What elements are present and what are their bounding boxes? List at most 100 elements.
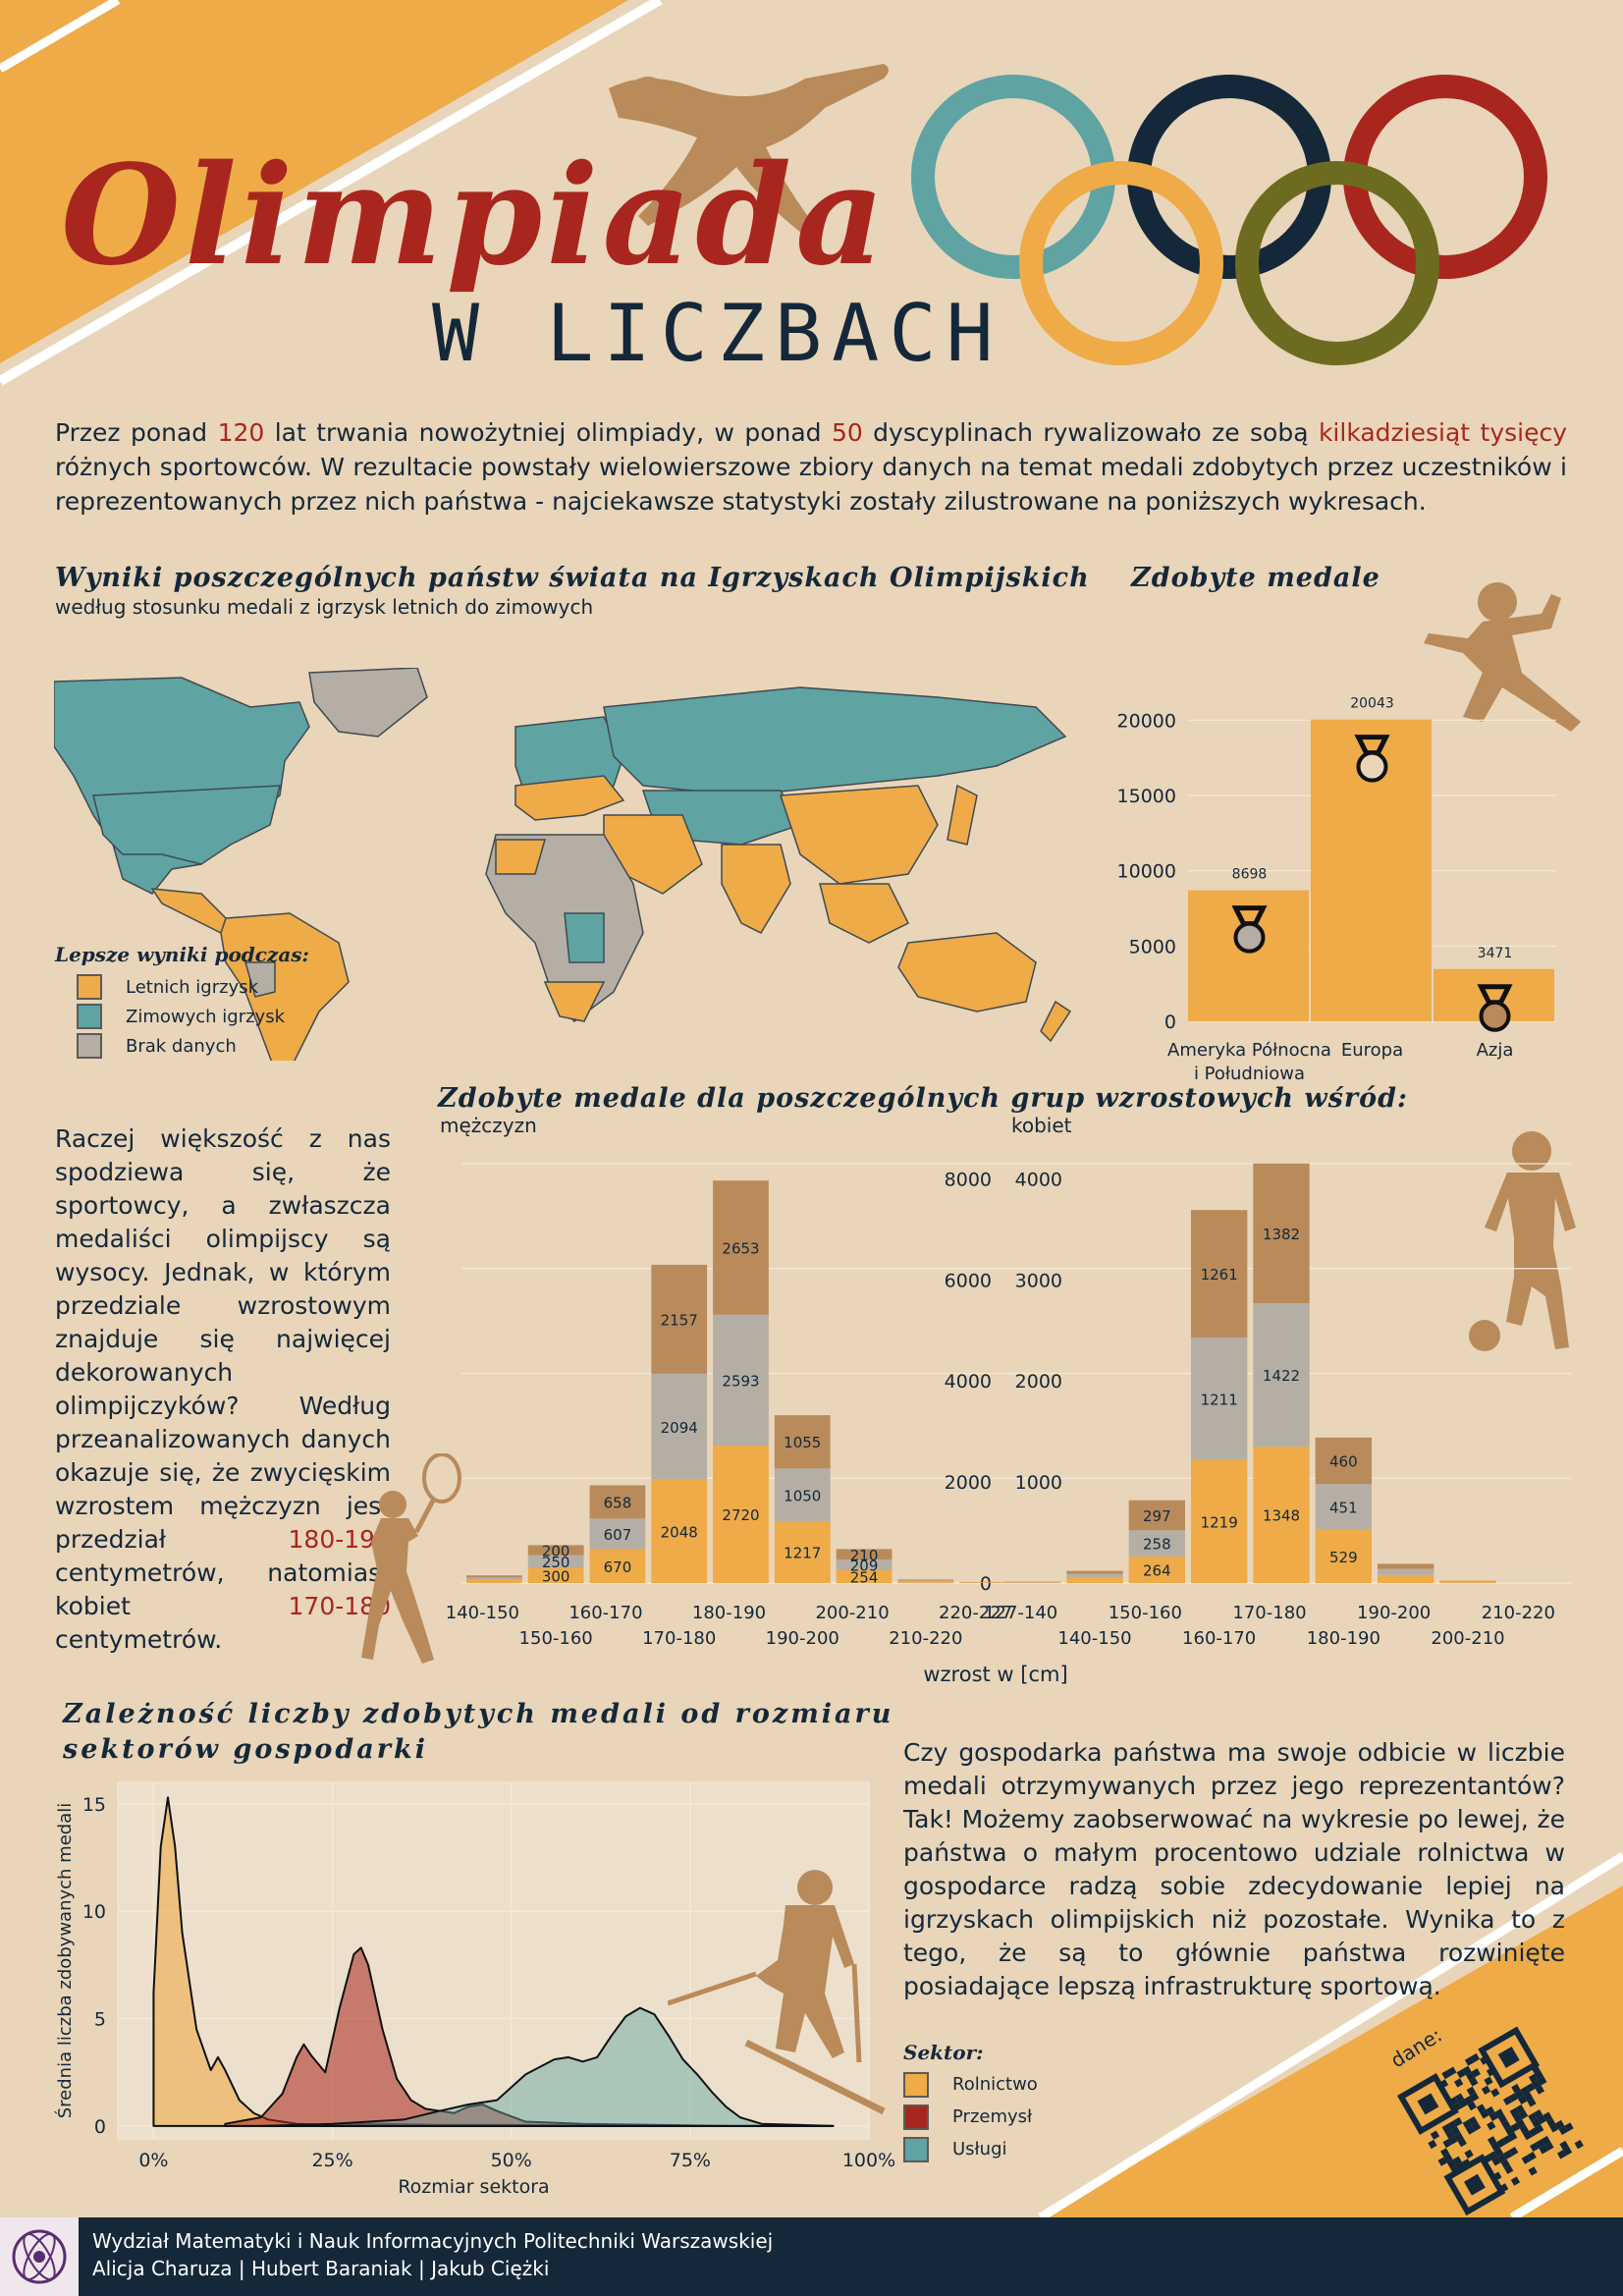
heights-bar-segment <box>1439 1581 1496 1582</box>
heights-segment-label: 1219 <box>1201 1513 1238 1531</box>
map-south-africa <box>543 981 606 1022</box>
skier-silhouette-icon <box>668 1870 886 2115</box>
sector-ytick: 5 <box>94 2009 106 2031</box>
qr-module <box>1464 2095 1474 2105</box>
heights-bar-segment <box>1066 1573 1123 1578</box>
heights-segment-label: 1422 <box>1263 1367 1300 1385</box>
map-greenland <box>308 668 428 738</box>
sector-xlabel: Rozmiar sektora <box>398 2176 549 2198</box>
qr-module <box>1518 2095 1528 2105</box>
map-australia <box>897 932 1037 1012</box>
map-legend: Lepsze wyniki podczas: Letnich igrzysk Z… <box>55 943 369 1061</box>
qr-module <box>1535 2139 1545 2149</box>
qr-module <box>1514 2089 1524 2100</box>
qr-module <box>1556 2150 1567 2159</box>
heights-title: Zdobyte medale dla poszczególnych grup w… <box>438 1083 1408 1114</box>
top-stripe-2 <box>0 0 663 386</box>
qr-module <box>1528 2166 1538 2176</box>
qr-module <box>1558 2125 1568 2136</box>
heights-bar-segment <box>1439 1580 1496 1582</box>
heights-bar-segment <box>897 1581 954 1583</box>
qr-finder-center <box>1464 2173 1486 2196</box>
heights-bar-segment <box>774 1415 831 1469</box>
medals-bar-chart: 0 5000 10000 15000 20000 8698 Ameryka Północna… <box>1117 696 1556 1084</box>
medals-value-label: 8698 <box>1232 867 1268 883</box>
qr-module <box>1538 2076 1547 2086</box>
heights-bar-segment <box>589 1549 646 1583</box>
qr-module <box>1447 2066 1457 2076</box>
heights-ytick: 6000 <box>945 1270 992 1291</box>
qr-module <box>1519 2125 1530 2135</box>
qr-module <box>1428 2139 1437 2150</box>
medals-category-label: i Południowa <box>1194 1064 1305 1084</box>
qr-module <box>1544 2141 1554 2152</box>
map-legend-title: Lepsze wyniki podczas: <box>55 943 309 966</box>
sector-title-line-2: sektorów gospodarki <box>63 1734 428 1765</box>
intro-paragraph: Przez ponad 120 lat trwania nowożytniej … <box>55 418 1568 516</box>
tennis-player-silhouette-icon <box>361 1453 461 1664</box>
top-left-corner-band <box>0 0 628 363</box>
qr-module <box>1490 2088 1500 2098</box>
heights-ytick: 2000 <box>945 1472 992 1494</box>
heights-category-label: 180-190 <box>1307 1628 1380 1649</box>
heights-bar-segment <box>466 1577 522 1580</box>
qr-module <box>1487 2121 1496 2131</box>
industry-swatch <box>903 2104 929 2130</box>
qr-module <box>1530 2142 1540 2153</box>
heights-bar-segment <box>1253 1163 1310 1303</box>
medals-ytick: 15000 <box>1117 786 1176 807</box>
medals-ytick: 5000 <box>1129 936 1176 957</box>
nodata-swatch <box>77 1033 102 1059</box>
qr-module <box>1486 2105 1495 2116</box>
qr-module <box>1513 2113 1523 2123</box>
qr-module <box>1464 2149 1474 2159</box>
qr-module <box>1528 2112 1538 2122</box>
map-usa <box>92 785 281 865</box>
qr-module <box>1452 2156 1462 2165</box>
qr-code-icon[interactable] <box>1394 2023 1591 2219</box>
qr-module <box>1523 2130 1533 2141</box>
heights-bar-segment <box>1066 1577 1123 1583</box>
heights-category-label: 190-200 <box>766 1628 839 1649</box>
qr-module <box>1484 2076 1493 2086</box>
heights-bar-segment <box>1378 1574 1434 1583</box>
qr-module <box>1531 2118 1541 2128</box>
services-swatch <box>903 2136 929 2162</box>
heights-segment-label: 1348 <box>1263 1507 1300 1525</box>
map-se-asia <box>819 883 910 944</box>
qr-module <box>1470 2052 1481 2063</box>
heights-bar-segment <box>713 1314 769 1447</box>
medals-title: Zdobyte medale <box>1131 563 1380 593</box>
runner-silhouette-icon <box>1424 582 1581 732</box>
qr-module <box>1535 2124 1544 2134</box>
heights-segment-label: 258 <box>1143 1536 1171 1554</box>
qr-module <box>1502 2135 1512 2145</box>
map-new-zealand <box>1040 1000 1072 1043</box>
medal-icon <box>1233 921 1266 954</box>
heights-bar-segment <box>651 1264 708 1374</box>
heights-bar-segment <box>1004 1581 1061 1583</box>
sector-density-industry <box>224 1946 835 2127</box>
heights-bar-segment <box>836 1549 893 1560</box>
heights-ytick: 4000 <box>1015 1169 1062 1190</box>
medals-ytick: 0 <box>1164 1011 1176 1033</box>
heights-category-label: 170-180 <box>642 1628 716 1649</box>
heights-bar-segment <box>713 1180 769 1315</box>
qr-module <box>1555 2119 1565 2130</box>
heights-segment-label: 254 <box>850 1568 879 1586</box>
map-legend-winter: Zimowych igrzysk <box>77 1002 369 1031</box>
heights-bar-segment <box>589 1518 646 1550</box>
qr-module <box>1515 2105 1525 2114</box>
football-player-silhouette-icon <box>1469 1131 1576 1351</box>
footer-bar <box>0 2217 1623 2296</box>
heights-bar-segment <box>466 1579 522 1583</box>
heights-bar-segment <box>589 1485 646 1519</box>
map-legend-summer: Letnich igrzysk <box>77 972 369 1002</box>
sector-legend: Sektor: Rolnictwo Przemysł Usługi <box>903 2041 1038 2165</box>
heights-segment-label: 460 <box>1329 1453 1358 1471</box>
heights-category-label: 210-220 <box>889 1628 962 1649</box>
sector-ytick: 10 <box>82 1901 106 1923</box>
heights-category-label: 200-210 <box>1431 1628 1504 1649</box>
qr-module <box>1470 2092 1480 2102</box>
qr-module <box>1450 2126 1461 2136</box>
